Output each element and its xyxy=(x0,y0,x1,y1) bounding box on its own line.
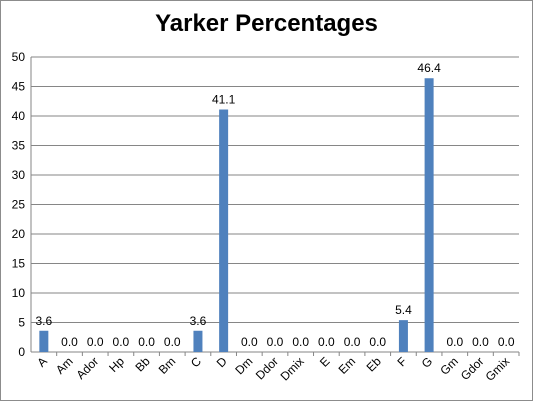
bar-G xyxy=(424,78,434,353)
data-label-E: 0.0 xyxy=(318,335,335,349)
y-tick-label: 40 xyxy=(12,109,26,123)
bar-D xyxy=(219,109,229,352)
category-label-D: D xyxy=(214,354,230,370)
data-label-Dmix: 0.0 xyxy=(292,335,309,349)
data-label-Bm: 0.0 xyxy=(164,335,181,349)
category-label-Hp: Hp xyxy=(106,354,127,375)
category-label-Ddor: Ddor xyxy=(253,354,281,382)
data-label-Am: 0.0 xyxy=(61,335,78,349)
y-tick-label: 35 xyxy=(12,139,26,153)
chart-title: Yarker Percentages xyxy=(155,10,378,37)
y-tick-label: 5 xyxy=(18,316,25,330)
data-label-G: 46.4 xyxy=(417,61,441,75)
category-label-Gm: Gm xyxy=(437,354,461,378)
category-label-Bb: Bb xyxy=(132,354,153,375)
category-label-Em: Em xyxy=(336,354,359,377)
y-tick-label: 50 xyxy=(12,50,26,64)
category-label-Gmix: Gmix xyxy=(483,354,513,384)
y-tick-label: 10 xyxy=(12,286,26,300)
data-label-F: 5.4 xyxy=(395,303,412,317)
y-tick-label: 15 xyxy=(12,257,26,271)
category-label-Dmix: Dmix xyxy=(278,354,307,383)
data-label-Gmix: 0.0 xyxy=(498,335,515,349)
bar-F xyxy=(398,320,408,352)
category-label-Am: Am xyxy=(53,354,76,377)
bar-C xyxy=(193,330,203,352)
data-label-Bb: 0.0 xyxy=(138,335,155,349)
data-label-Gdor: 0.0 xyxy=(472,335,489,349)
data-label-Dm: 0.0 xyxy=(241,335,258,349)
data-label-D: 41.1 xyxy=(212,93,236,107)
data-label-A: 3.6 xyxy=(35,314,52,328)
category-label-Ador: Ador xyxy=(74,354,102,382)
y-tick-label: 20 xyxy=(12,227,26,241)
category-label-F: F xyxy=(394,354,409,369)
category-label-A: A xyxy=(34,354,50,370)
data-label-Hp: 0.0 xyxy=(113,335,130,349)
data-label-Gm: 0.0 xyxy=(446,335,463,349)
category-label-E: E xyxy=(317,354,333,370)
data-label-Em: 0.0 xyxy=(344,335,361,349)
bar-A xyxy=(39,330,49,352)
y-tick-label: 0 xyxy=(18,345,25,359)
category-label-Eb: Eb xyxy=(364,354,385,375)
category-label-Gdor: Gdor xyxy=(458,354,487,383)
data-label-Ador: 0.0 xyxy=(87,335,104,349)
category-label-Dm: Dm xyxy=(232,354,255,377)
category-label-Bm: Bm xyxy=(156,354,179,377)
category-label-C: C xyxy=(188,354,204,370)
data-label-Eb: 0.0 xyxy=(369,335,386,349)
y-tick-label: 25 xyxy=(12,198,26,212)
data-label-Ddor: 0.0 xyxy=(267,335,284,349)
category-label-G: G xyxy=(419,354,436,371)
y-tick-label: 30 xyxy=(12,168,26,182)
y-tick-label: 45 xyxy=(12,80,26,94)
data-label-C: 3.6 xyxy=(190,314,207,328)
